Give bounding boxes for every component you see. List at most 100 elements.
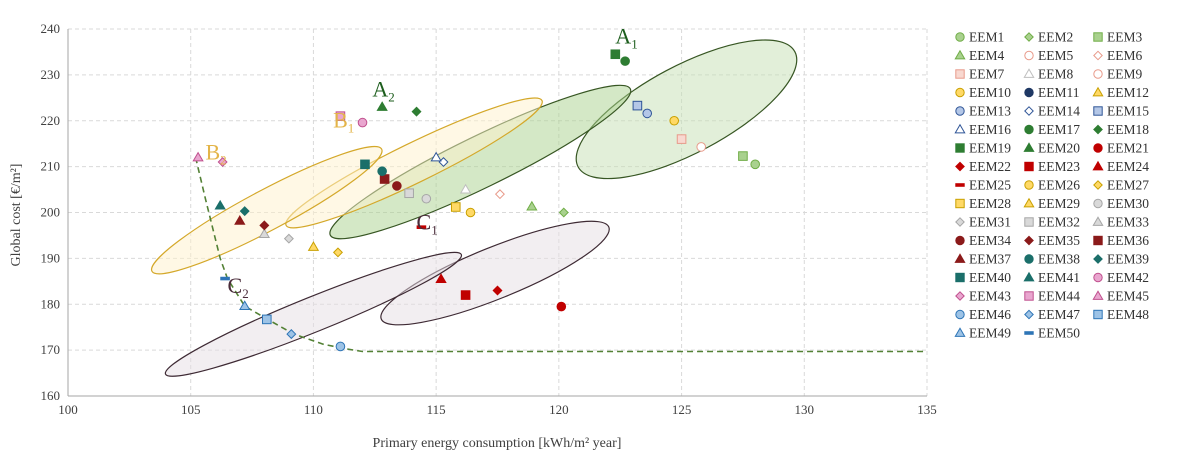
cluster-label-b1: B1 bbox=[333, 108, 354, 136]
point-eem33 bbox=[258, 228, 271, 239]
legend-marker-eem16 bbox=[954, 123, 966, 134]
point-eem26 bbox=[465, 207, 476, 218]
legend-label-eem23: EEM23 bbox=[1038, 159, 1080, 174]
legend-entry-eem12: EEM12 bbox=[1092, 85, 1149, 100]
cluster-label-b2: B2 bbox=[205, 140, 226, 168]
legend-label-eem13: EEM13 bbox=[969, 104, 1011, 119]
legend-label-eem29: EEM29 bbox=[1038, 196, 1080, 211]
legend-label-eem28: EEM28 bbox=[969, 196, 1011, 211]
legend-marker-eem9 bbox=[1093, 69, 1103, 79]
legend-entry-eem9: EEM9 bbox=[1093, 67, 1142, 82]
legend-marker-eem49 bbox=[954, 327, 966, 337]
cluster-ellipse-c1 bbox=[380, 220, 610, 326]
point-eem31 bbox=[283, 233, 294, 244]
legend-entry-eem23: EEM23 bbox=[1024, 159, 1080, 174]
legend-marker-eem42 bbox=[1093, 272, 1103, 283]
legend-marker-eem18 bbox=[1093, 124, 1103, 135]
point-eem7 bbox=[676, 134, 687, 144]
legend-label-eem44: EEM44 bbox=[1038, 289, 1080, 304]
cluster-ellipse-b2 bbox=[150, 145, 383, 275]
legend-marker-eem11 bbox=[1024, 87, 1034, 98]
point-eem36 bbox=[379, 174, 390, 184]
legend-label-eem40: EEM40 bbox=[969, 270, 1011, 285]
legend-entry-eem46: EEM46 bbox=[955, 307, 1011, 322]
legend-marker-eem35 bbox=[1024, 235, 1034, 246]
point-eem41 bbox=[214, 199, 226, 210]
legend-label-eem45: EEM45 bbox=[1107, 289, 1149, 304]
y-tick-label: 170 bbox=[41, 342, 61, 357]
legend-entry-eem45: EEM45 bbox=[1092, 289, 1149, 304]
legend-label-eem24: EEM24 bbox=[1107, 159, 1149, 174]
legend-entry-eem7: EEM7 bbox=[955, 67, 1004, 82]
legend-label-eem32: EEM32 bbox=[1038, 215, 1080, 230]
legend-marker-eem33 bbox=[1092, 216, 1104, 226]
y-tick-label: 240 bbox=[41, 21, 61, 36]
legend-marker-eem50 bbox=[1024, 331, 1034, 335]
legend-entry-eem24: EEM24 bbox=[1092, 159, 1149, 174]
legend-marker-eem5 bbox=[1024, 50, 1034, 61]
cluster-label-subscript: 2 bbox=[242, 286, 249, 301]
legend-label-eem31: EEM31 bbox=[969, 215, 1011, 230]
legend-label-eem49: EEM49 bbox=[969, 326, 1011, 341]
x-tick-label: 120 bbox=[549, 402, 569, 417]
legend-entry-eem26: EEM26 bbox=[1024, 178, 1080, 193]
legend-label-eem26: EEM26 bbox=[1038, 178, 1080, 193]
legend-label-eem11: EEM11 bbox=[1038, 85, 1080, 100]
legend-label-eem5: EEM5 bbox=[1038, 48, 1073, 63]
legend-entry-eem34: EEM34 bbox=[955, 233, 1011, 248]
legend-entry-eem1: EEM1 bbox=[955, 30, 1004, 45]
point-eem1 bbox=[750, 159, 761, 170]
legend-marker-eem21 bbox=[1093, 143, 1103, 153]
legend-marker-eem14 bbox=[1024, 106, 1034, 116]
legend-marker-eem24 bbox=[1092, 160, 1104, 171]
x-tick-label: 135 bbox=[917, 402, 937, 417]
legend-entry-eem22: EEM22 bbox=[955, 159, 1011, 174]
point-eem38 bbox=[377, 166, 387, 177]
legend-marker-eem4 bbox=[954, 49, 966, 60]
point-eem29 bbox=[307, 241, 320, 251]
point-eem16 bbox=[430, 151, 442, 162]
legend-entry-eem39: EEM39 bbox=[1093, 252, 1149, 267]
legend-entry-eem5: EEM5 bbox=[1024, 48, 1073, 63]
legend-entry-eem8: EEM8 bbox=[1023, 67, 1073, 82]
legend: EEM1 EEM2 EEM3 EEM4 EEM5 EEM6 EEM7 EEM8 EEM9 EEM1… bbox=[954, 30, 1149, 341]
cluster-ellipse-c2 bbox=[164, 251, 463, 377]
legend-label-eem19: EEM19 bbox=[969, 141, 1011, 156]
y-tick-label: 210 bbox=[41, 159, 61, 174]
legend-marker-eem22 bbox=[955, 161, 965, 172]
point-eem45 bbox=[192, 151, 204, 162]
y-tick-label: 200 bbox=[41, 205, 61, 220]
legend-label-eem7: EEM7 bbox=[969, 67, 1004, 82]
point-eem42 bbox=[357, 117, 368, 128]
cluster-label-c2: C2 bbox=[228, 273, 249, 301]
legend-entry-eem48: EEM48 bbox=[1093, 307, 1149, 322]
legend-marker-eem26 bbox=[1024, 180, 1034, 190]
legend-entry-eem19: EEM19 bbox=[955, 141, 1011, 156]
legend-label-eem36: EEM36 bbox=[1107, 233, 1149, 248]
legend-marker-eem36 bbox=[1093, 235, 1103, 246]
y-tick-label: 190 bbox=[41, 250, 61, 265]
legend-entry-eem37: EEM37 bbox=[954, 252, 1011, 267]
legend-label-eem12: EEM12 bbox=[1107, 85, 1149, 100]
point-eem50 bbox=[220, 276, 230, 281]
legend-label-eem43: EEM43 bbox=[969, 289, 1011, 304]
legend-marker-eem45 bbox=[1092, 290, 1104, 300]
legend-entry-eem2: EEM2 bbox=[1024, 30, 1073, 45]
legend-label-eem25: EEM25 bbox=[969, 178, 1011, 193]
legend-marker-eem27 bbox=[1093, 180, 1103, 190]
legend-entry-eem33: EEM33 bbox=[1092, 215, 1149, 230]
point-eem49 bbox=[239, 300, 251, 311]
legend-marker-eem43 bbox=[955, 291, 965, 301]
legend-entry-eem42: EEM42 bbox=[1093, 270, 1149, 285]
legend-marker-eem39 bbox=[1093, 254, 1103, 264]
legend-marker-eem30 bbox=[1093, 198, 1103, 209]
cluster-ellipse-a1 bbox=[575, 39, 798, 180]
y-tick-label: 160 bbox=[41, 388, 61, 403]
cluster-label-subscript: 1 bbox=[431, 222, 438, 237]
point-eem24 bbox=[435, 273, 447, 283]
legend-entry-eem20: EEM20 bbox=[1023, 141, 1080, 156]
legend-label-eem34: EEM34 bbox=[969, 233, 1011, 248]
legend-label-eem1: EEM1 bbox=[969, 30, 1004, 45]
legend-label-eem3: EEM3 bbox=[1107, 30, 1142, 45]
legend-entry-eem21: EEM21 bbox=[1093, 141, 1149, 156]
